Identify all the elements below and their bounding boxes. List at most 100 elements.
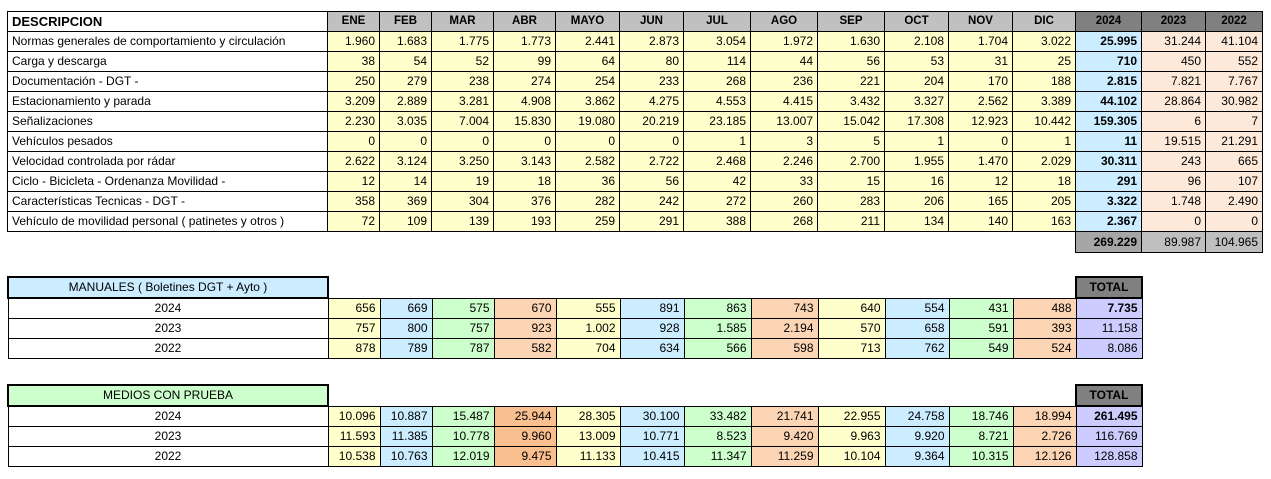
row-description: Características Tecnicas - DGT - (7, 191, 328, 212)
year-2024-value: 44.102 (1075, 91, 1142, 112)
month-value: 31 (948, 51, 1013, 72)
month-value: 279 (379, 71, 432, 92)
row-total: 116.769 (1075, 426, 1143, 447)
blank-cell (1013, 385, 1076, 406)
month-value: 114 (683, 51, 751, 72)
blank-cell (328, 277, 380, 298)
month-value: 554 (884, 297, 950, 319)
month-value: 1 (1012, 131, 1076, 152)
month-value: 134 (884, 211, 949, 232)
month-value: 2.468 (683, 151, 751, 172)
section-title: MEDIOS CON PRUEBA (7, 384, 329, 407)
month-value: 10.763 (379, 446, 433, 467)
month-value: 2.230 (327, 111, 380, 132)
month-value: 713 (817, 338, 886, 359)
header-month: ENE (327, 11, 380, 32)
month-value: 10.315 (948, 446, 1014, 467)
year-2024-value: 291 (1075, 171, 1142, 192)
month-value: 12 (327, 171, 380, 192)
month-value: 20.219 (619, 111, 684, 132)
year-2023-value: 1.748 (1141, 191, 1206, 212)
month-value: 743 (750, 297, 819, 319)
month-value: 56 (619, 171, 684, 192)
month-value: 2.726 (1012, 426, 1077, 447)
blank-cell (949, 232, 1013, 253)
month-value: 25.944 (493, 405, 557, 427)
month-value: 242 (619, 191, 684, 212)
month-value: 291 (619, 211, 684, 232)
month-value: 634 (619, 338, 685, 359)
month-value: 570 (817, 318, 886, 339)
month-value: 0 (379, 131, 432, 152)
month-value: 99 (493, 51, 556, 72)
month-value: 3.327 (884, 91, 949, 112)
year-label: 2024 (7, 297, 329, 319)
month-value: 3.054 (683, 31, 751, 52)
month-value: 12.019 (431, 446, 495, 467)
blank-cell (949, 277, 1013, 298)
month-value: 259 (555, 211, 620, 232)
month-value: 13.007 (750, 111, 818, 132)
table-row: Carga y descarga 38 54 52 99 64 80 114 44 56 53 31 2… (7, 51, 1263, 72)
month-value: 163 (1012, 211, 1076, 232)
year-2024-value: 159.305 (1075, 111, 1142, 132)
month-value: 0 (431, 131, 494, 152)
month-value: 18.994 (1012, 405, 1077, 427)
year-2023-value: 31.244 (1141, 31, 1206, 52)
month-value: 0 (327, 131, 380, 152)
month-value: 928 (619, 318, 685, 339)
blank-cell (684, 385, 751, 406)
section-header-row: MEDIOS CON PRUEBA TOTAL (7, 384, 1143, 407)
year-2022-value: 30.982 (1205, 91, 1263, 112)
blank-cell (556, 232, 620, 253)
header-month: OCT (884, 11, 949, 32)
month-value: 282 (555, 191, 620, 212)
year-2023-value: 19.515 (1141, 131, 1206, 152)
month-value: 1 (884, 131, 949, 152)
blank-cell (885, 277, 949, 298)
month-value: 1.773 (493, 31, 556, 52)
month-value: 11.133 (555, 446, 621, 467)
month-value: 10.096 (327, 405, 381, 427)
month-value: 2.108 (884, 31, 949, 52)
month-value: 388 (683, 211, 751, 232)
month-value: 10.771 (619, 426, 685, 447)
header-year: 2022 (1205, 11, 1263, 32)
year-2023-value: 0 (1141, 211, 1206, 232)
month-value: 268 (750, 211, 818, 232)
month-value: 9.920 (884, 426, 950, 447)
table-row: Vehículo de movilidad personal ( patinet… (7, 211, 1263, 232)
month-value: 2.194 (750, 318, 819, 339)
year-2023-value: 6 (1141, 111, 1206, 132)
blank-cell (751, 232, 818, 253)
year-2024-value: 2.367 (1075, 211, 1142, 232)
month-value: 28.305 (555, 405, 621, 427)
month-value: 2.029 (1012, 151, 1076, 172)
header-month: JUL (683, 11, 751, 32)
row-description: Documentación - DGT - (7, 71, 328, 92)
month-value: 10.442 (1012, 111, 1076, 132)
month-value: 891 (619, 297, 685, 319)
month-value: 923 (493, 318, 557, 339)
month-value: 12 (948, 171, 1013, 192)
month-value: 238 (431, 71, 494, 92)
table-row: Estacionamiento y parada 3.209 2.889 3.281 4… (7, 91, 1263, 112)
month-value: 8.523 (683, 426, 752, 447)
month-value: 4.415 (750, 91, 818, 112)
year-2024-value: 3.322 (1075, 191, 1142, 212)
row-description: Estacionamiento y parada (7, 91, 328, 112)
month-value: 2.441 (555, 31, 620, 52)
month-value: 17.308 (884, 111, 949, 132)
month-value: 268 (683, 71, 751, 92)
month-value: 757 (327, 318, 381, 339)
table-row: Señalizaciones 2.230 3.035 7.004 15.830 19.08… (7, 111, 1263, 132)
month-value: 272 (683, 191, 751, 212)
blank-cell (328, 385, 380, 406)
blank-cell (818, 277, 885, 298)
month-value: 8.721 (948, 426, 1014, 447)
month-value: 566 (683, 338, 752, 359)
month-value: 2.700 (817, 151, 885, 172)
month-value: 863 (683, 297, 752, 319)
month-value: 757 (431, 318, 495, 339)
month-value: 789 (379, 338, 433, 359)
